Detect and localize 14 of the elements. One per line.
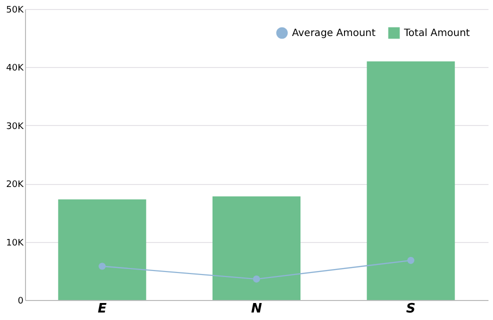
x-tick-label: S bbox=[406, 302, 416, 316]
y-tick-label: 40K bbox=[6, 64, 25, 74]
legend-label: Total Amount bbox=[403, 28, 470, 39]
legend-label: Average Amount bbox=[292, 28, 376, 39]
y-tick-label: 50K bbox=[6, 6, 25, 16]
y-tick-label: 10K bbox=[6, 238, 25, 248]
bar bbox=[58, 199, 146, 300]
bar bbox=[212, 196, 300, 300]
y-tick-label: 0 bbox=[18, 296, 24, 306]
y-tick-label: 30K bbox=[6, 122, 25, 132]
bar bbox=[366, 61, 455, 300]
y-tick-label: 20K bbox=[6, 180, 25, 190]
x-tick-label: E bbox=[98, 302, 107, 316]
x-tick-label: N bbox=[251, 302, 262, 316]
